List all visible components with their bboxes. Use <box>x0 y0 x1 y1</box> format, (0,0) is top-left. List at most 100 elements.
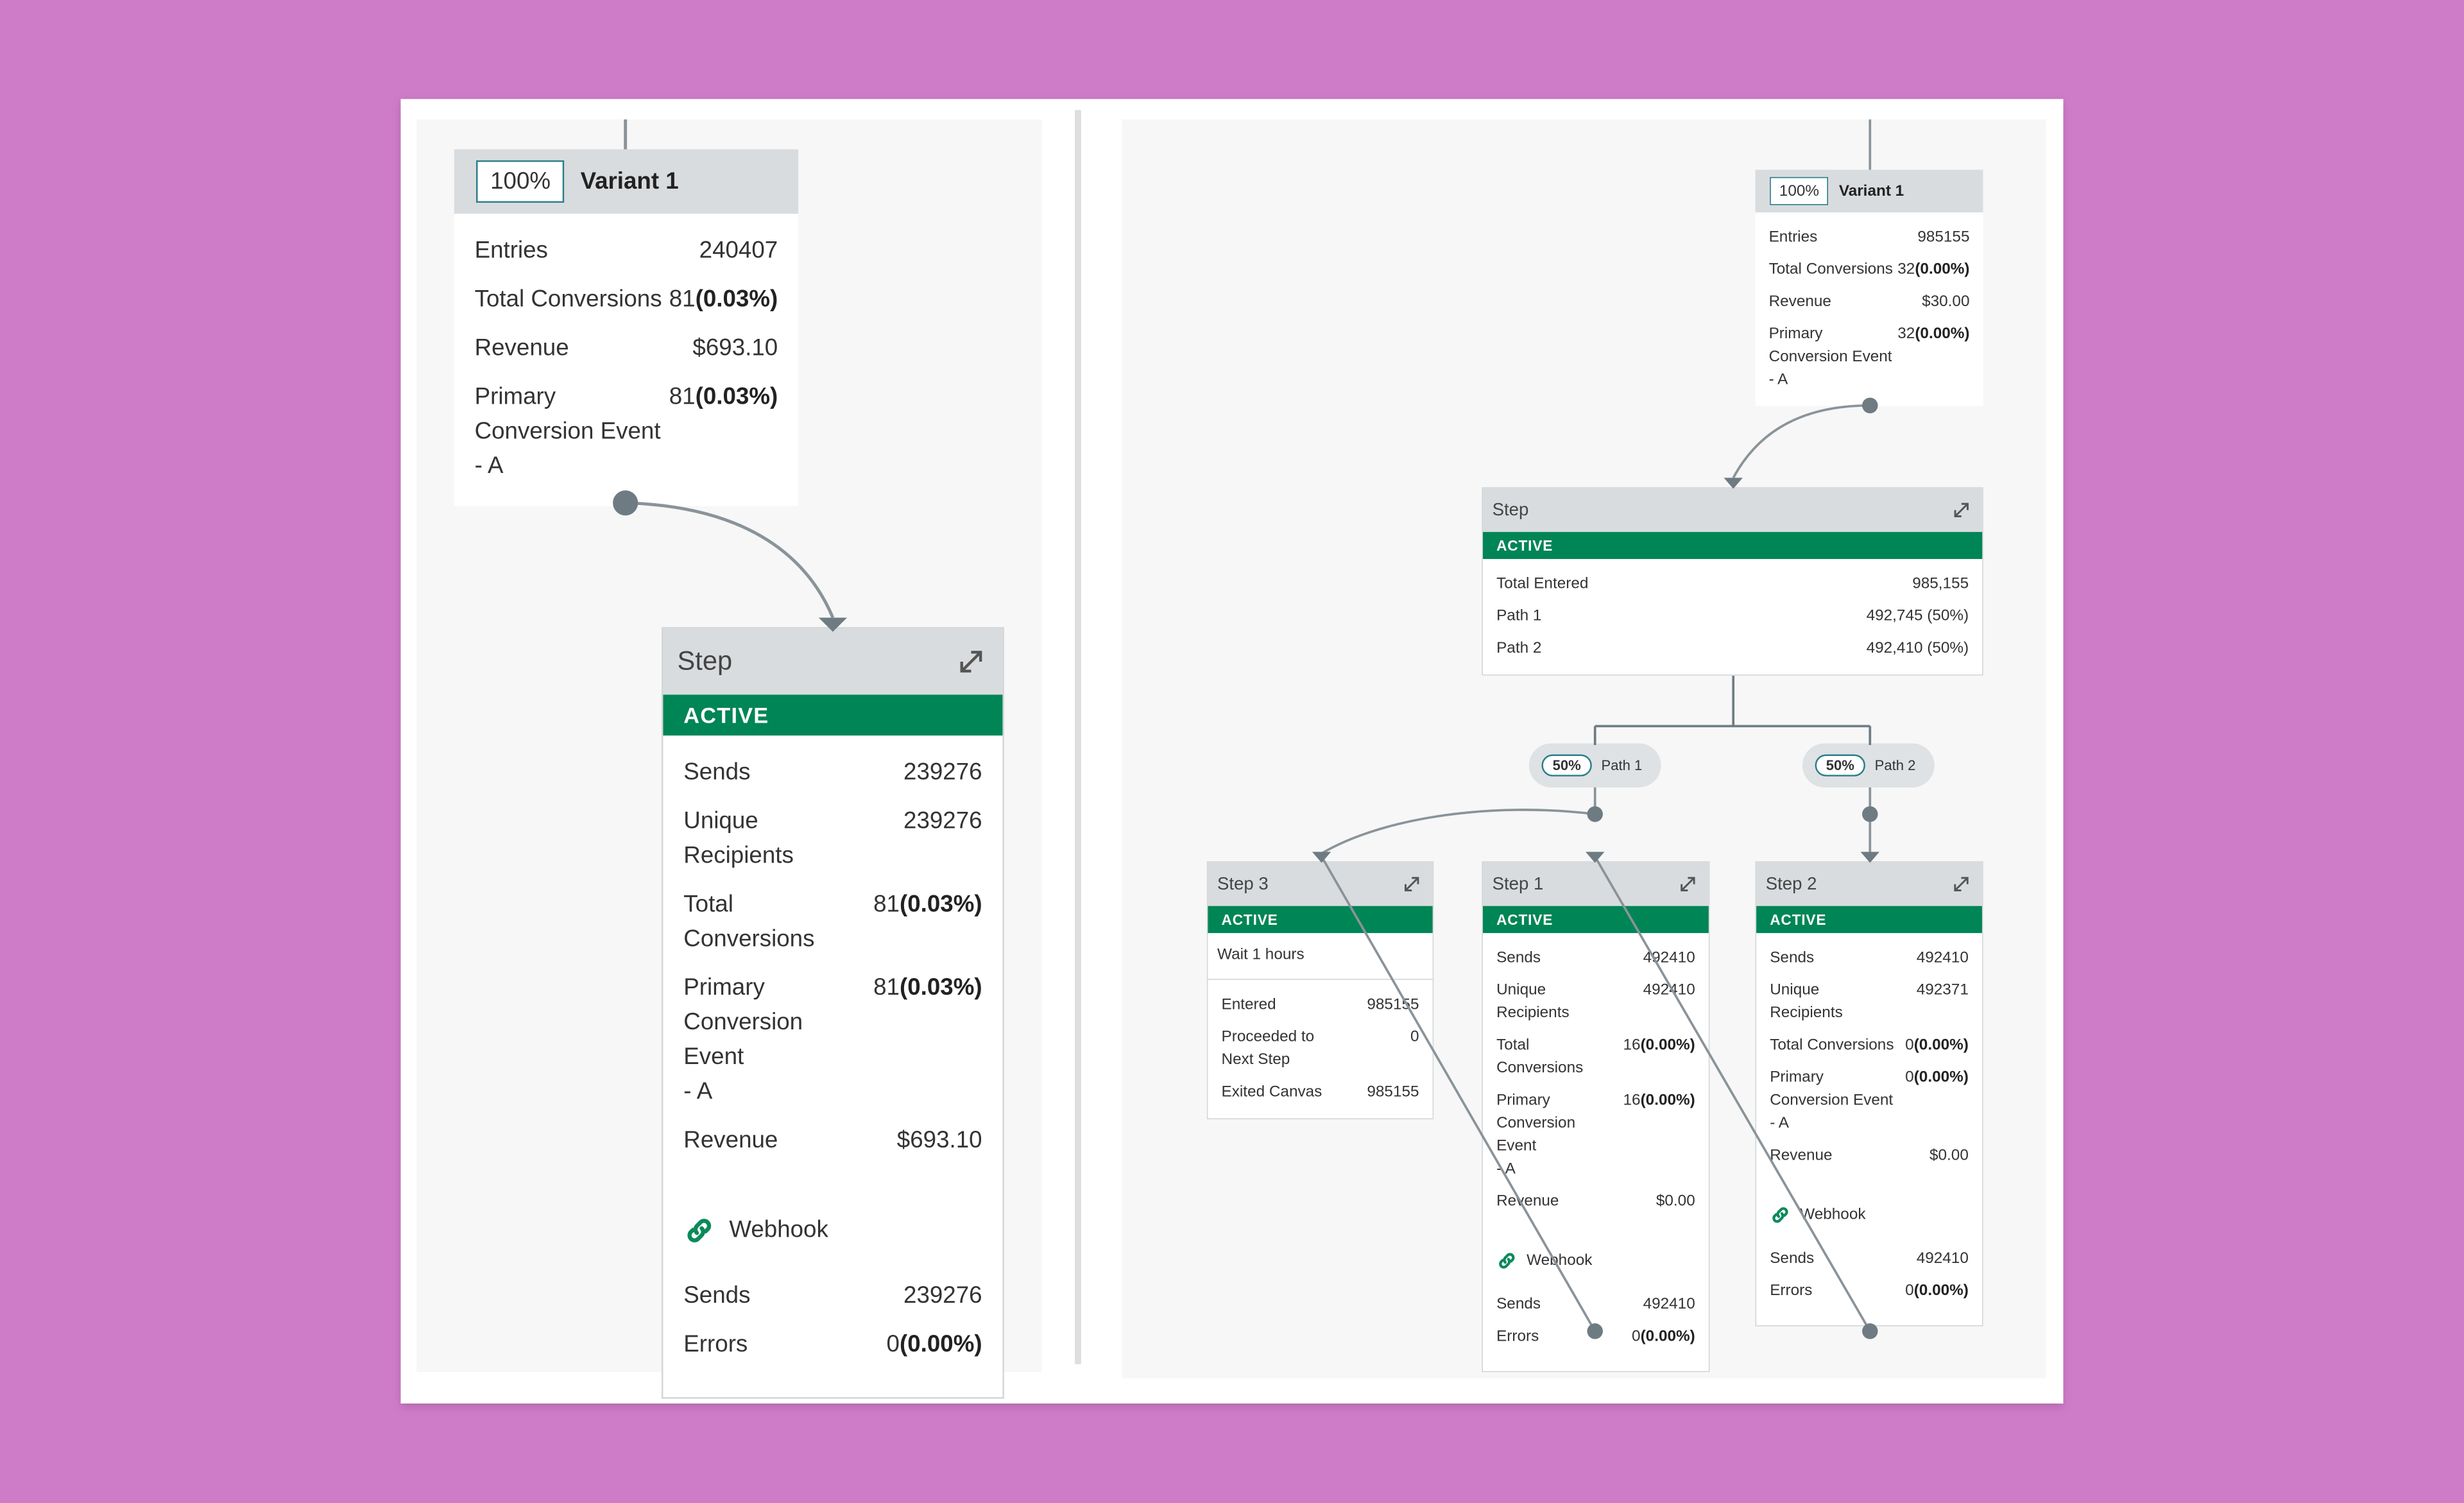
path-pill: 50% Path 1 <box>1528 743 1661 787</box>
expand-icon[interactable] <box>1951 500 1972 520</box>
metrics-section: Sends 239276 Errors 0(0.00%) <box>663 1279 1002 1397</box>
metric-value: 32 <box>1897 260 1915 279</box>
metric-value: 492,745 (50%) <box>1866 606 1969 625</box>
metric-row: Primary Conversion Event - A 16(0.00%) <box>1496 1089 1695 1181</box>
metric-value: $693.10 <box>692 334 778 362</box>
metric-label: Primary Conversion Event - A <box>1770 1068 1894 1132</box>
metric-value: $0.00 <box>1656 1192 1695 1210</box>
metric-value-group: $0.00 <box>1656 1190 1695 1213</box>
metric-value-group: 492,745 (50%) <box>1867 605 1969 628</box>
card-header: 100% Variant 1 <box>454 149 799 214</box>
channel-header: Webhook <box>1483 1228 1709 1293</box>
metric-row: Total Conversions 0(0.00%) <box>1770 1034 1969 1057</box>
metric-row: Primary Conversion Event - A 81(0.03%) <box>683 971 982 1110</box>
channel-name: Webhook <box>729 1216 828 1244</box>
metric-value-group: 0(0.00%) <box>1905 1034 1969 1057</box>
metric-share: (0.00%) <box>1913 1068 1969 1086</box>
status-bar: ACTIVE <box>663 694 1003 736</box>
metric-label: Total Conversions <box>474 286 662 313</box>
card-header: Step 3 <box>1208 862 1433 906</box>
metric-label: Revenue <box>1770 1146 1833 1164</box>
metric-row: Sends 239276 <box>683 1279 982 1314</box>
expand-icon[interactable] <box>955 646 987 678</box>
metric-label: Total Conversions <box>1770 1036 1894 1054</box>
metric-row: Path 1 492,745 (50%) <box>1496 605 1969 628</box>
metric-row: Sends 492410 <box>1496 1293 1695 1316</box>
metric-value: 81 <box>669 383 696 411</box>
metric-value: 985,155 <box>1912 574 1969 592</box>
metric-label: Exited Canvas <box>1221 1083 1322 1101</box>
metric-label: Primary Conversion Event - A <box>1496 1091 1576 1178</box>
metric-value: 985155 <box>1917 228 1970 246</box>
expand-icon[interactable] <box>1677 873 1698 894</box>
metric-value-group: $693.10 <box>897 1124 982 1158</box>
metric-value-group: 985155 <box>1917 226 1969 249</box>
metric-value: 32 <box>1897 325 1915 343</box>
metric-value-group: 81(0.03%) <box>669 381 778 485</box>
channel-header: Webhook <box>1756 1181 1982 1247</box>
metric-row: Primary Conversion Event - A 81(0.03%) <box>475 381 778 485</box>
metric-value: 492371 <box>1916 981 1969 999</box>
metric-label: Revenue <box>1496 1192 1559 1210</box>
metric-value-group: $30.00 <box>1922 291 1969 314</box>
metric-label: Errors <box>1496 1327 1539 1345</box>
step-card: Step 3 ACTIVE Wait 1 hours Entered 985155 Pro… <box>1206 861 1434 1120</box>
metric-label: Total Conversions <box>1768 260 1893 279</box>
metric-value-group: 239276 <box>903 805 982 874</box>
metric-label: Revenue <box>683 1126 778 1154</box>
metric-value-group: 492371 <box>1917 979 1969 1024</box>
metric-value-group: 32(0.00%) <box>1897 323 1969 391</box>
step-title: Step 2 <box>1765 873 1817 894</box>
metric-value: 81 <box>669 286 696 313</box>
variant-name: Variant 1 <box>580 168 679 195</box>
webhook-icon <box>1772 1207 1788 1223</box>
metric-value: 16 <box>1623 1091 1641 1109</box>
metric-row: Errors 0(0.00%) <box>683 1328 982 1362</box>
metric-value: 0 <box>1410 1027 1419 1045</box>
path-name: Path 1 <box>1601 757 1643 773</box>
metric-label: Sends <box>1770 1249 1815 1267</box>
metric-value-group: 0(0.00%) <box>1632 1325 1695 1348</box>
metric-label: Total Entered <box>1496 574 1589 592</box>
metric-share: (0.00%) <box>1913 1282 1969 1300</box>
channel-name: Webhook <box>1527 1251 1593 1269</box>
metric-value: 239276 <box>903 1282 982 1310</box>
panel-divider <box>1075 110 1081 1364</box>
metric-value-group: $693.10 <box>692 332 778 366</box>
metric-value-group: $0.00 <box>1929 1144 1969 1167</box>
metric-row: Primary Conversion Event - A 32(0.00%) <box>1769 323 1970 391</box>
metric-share: (0.00%) <box>1915 260 1970 279</box>
expand-icon[interactable] <box>1951 873 1971 894</box>
webhook-icon <box>687 1219 712 1242</box>
metric-value-group: 0(0.00%) <box>1905 1066 1969 1135</box>
metric-value: 240407 <box>699 237 778 264</box>
metric-share: (0.00%) <box>1640 1327 1695 1345</box>
metric-value-group: 492410 <box>1917 947 1969 970</box>
metric-label: Unique Recipients <box>1770 981 1843 1022</box>
metric-share: (0.03%) <box>899 891 982 918</box>
percent-badge: 100% <box>1770 176 1829 205</box>
card-header: Step <box>1483 488 1983 532</box>
card-header: Step 2 <box>1756 862 1982 906</box>
metrics-section: Entered 985155 Proceeded to Next Step 0 Exit… <box>1208 979 1433 1118</box>
metric-row: Exited Canvas 985155 <box>1222 1081 1419 1104</box>
metric-value: 492410 <box>1643 1295 1695 1313</box>
metric-label: Primary Conversion Event - A <box>474 383 661 479</box>
path-name: Path 2 <box>1874 757 1916 773</box>
metric-value-group: 81(0.03%) <box>873 971 982 1110</box>
metric-row: Revenue $693.10 <box>683 1124 982 1158</box>
metric-label: Proceeded to Next Step <box>1221 1027 1315 1069</box>
metric-share: (0.03%) <box>899 974 982 1002</box>
metric-row: Total Conversions 16(0.00%) <box>1496 1034 1695 1079</box>
expand-icon[interactable] <box>1401 873 1422 894</box>
metric-value: 16 <box>1623 1036 1641 1054</box>
metric-value: 492410 <box>1643 949 1695 966</box>
metric-share: (0.00%) <box>1913 1036 1969 1054</box>
metric-label: Revenue <box>474 334 569 362</box>
metric-value: 81 <box>873 974 900 1002</box>
metric-row: Revenue $693.10 <box>475 332 778 366</box>
metric-label: Entries <box>474 237 548 264</box>
metric-value-group: 492410 <box>1643 947 1695 970</box>
metric-row: Total Conversions 81(0.03%) <box>475 283 778 318</box>
